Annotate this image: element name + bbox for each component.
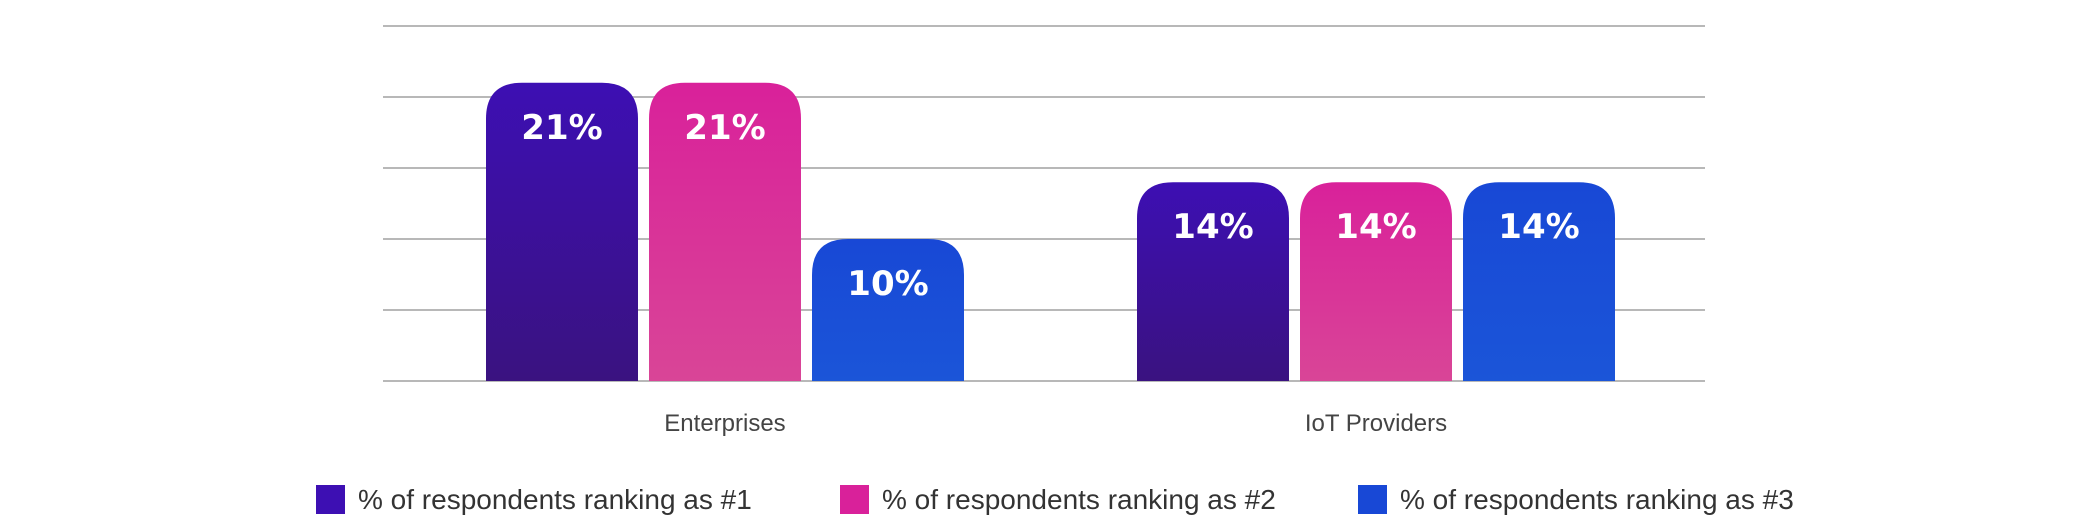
bar-iot-providers-series-1 [1137,182,1289,381]
bar-value-label: 14% [1335,207,1416,247]
bar-value-label: 21% [684,108,765,148]
x-axis: Enterprises IoT Providers [664,410,1447,437]
legend-swatch [316,485,345,514]
category-label: Enterprises [664,410,785,437]
legend-label: % of respondents ranking as #1 [358,484,752,515]
bar-value-label: 14% [1172,207,1253,247]
bar-value-label: 14% [1498,207,1579,247]
bar-enterprises-series-2 [649,82,801,382]
category-label: IoT Providers [1305,410,1447,437]
legend: % of respondents ranking as #1 % of respo… [316,484,1794,515]
legend-label: % of respondents ranking as #3 [1400,484,1794,515]
legend-swatch [840,485,869,514]
bar-enterprises-series-3 [812,239,964,381]
bar-iot-providers-series-3 [1463,182,1615,381]
bar-iot-providers-series-2 [1300,182,1452,381]
bar-value-label: 10% [847,264,928,304]
legend-swatch [1358,485,1387,514]
bar-value-label: 21% [521,108,602,148]
bars: 21% 21% 10% 14% 14% 14% [486,82,1615,382]
bar-enterprises-series-1 [486,82,638,382]
legend-label: % of respondents ranking as #2 [882,484,1276,515]
